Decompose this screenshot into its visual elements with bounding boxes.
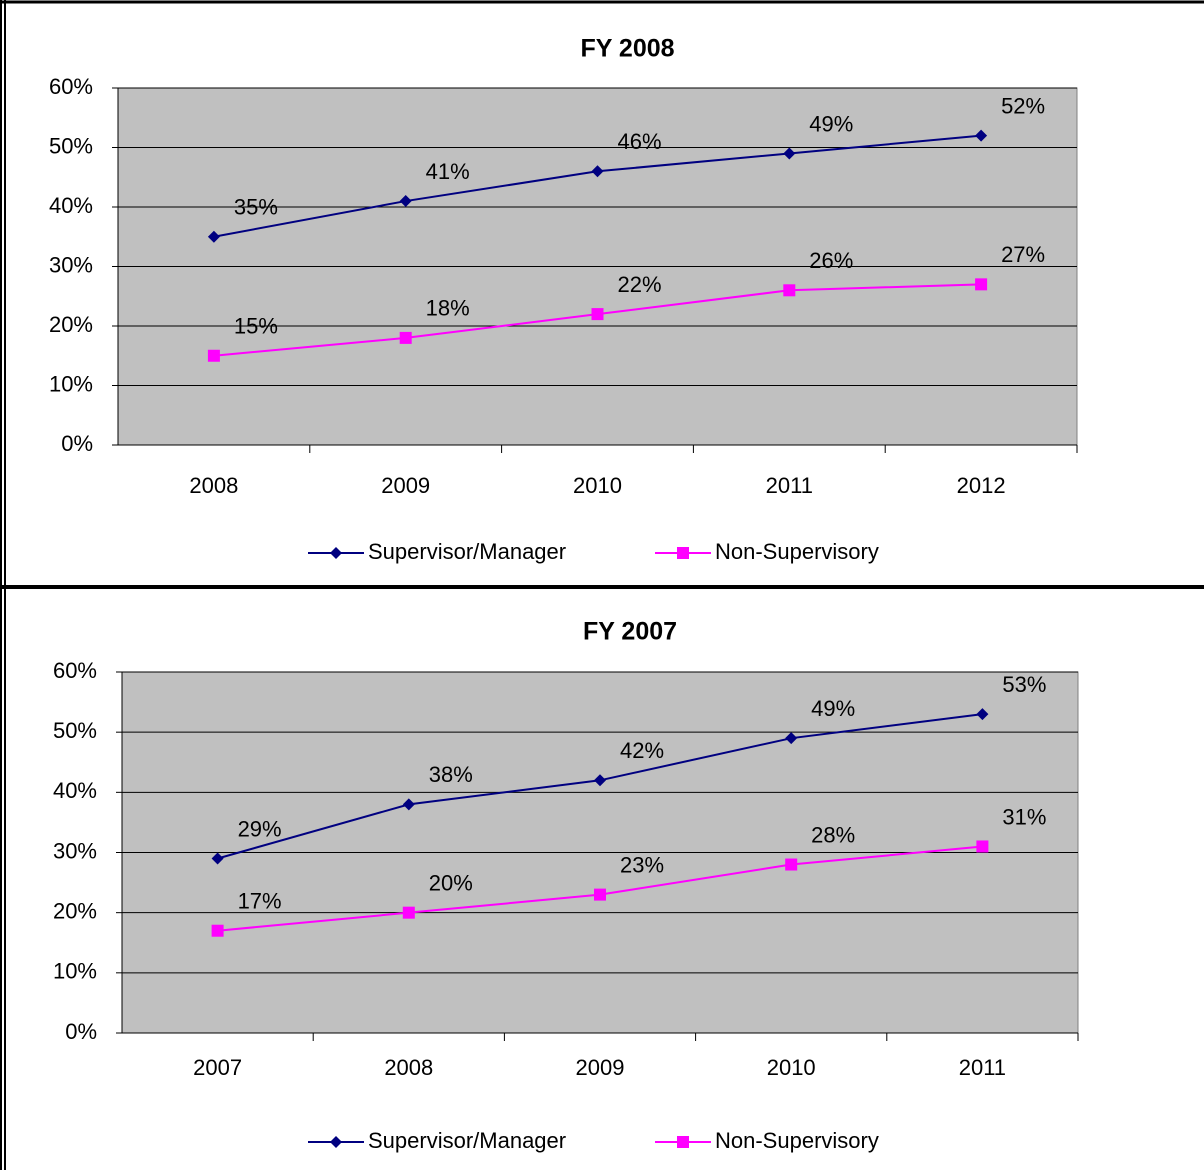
y-tick-label: 60% [53,658,97,683]
x-tick-label: 2010 [573,473,622,498]
x-tick-label: 2008 [189,473,238,498]
point [594,774,606,787]
data-label: 49% [809,111,853,136]
x-tick-label: 2009 [381,473,430,498]
data-label: 46% [617,129,661,154]
y-tick-label: 40% [49,193,93,218]
chart-title: FY 2008 [580,35,674,63]
data-label: 22% [617,272,661,297]
legend-marker [677,1136,689,1148]
x-tick-label: 2008 [384,1055,433,1080]
y-tick-label: 10% [49,371,93,396]
y-tick-label: 30% [53,838,97,863]
y-tick-label: 50% [49,133,93,158]
legend-marker [330,1136,342,1148]
point [591,165,604,178]
y-tick-label: 50% [53,718,97,743]
point [785,858,798,871]
point [399,331,412,344]
legend-label: Supervisor/Manager [368,1128,566,1153]
data-label: 41% [426,159,470,184]
y-tick-label: 30% [49,252,93,277]
point [591,308,604,321]
legend-marker [330,547,342,559]
data-label: 20% [429,870,473,895]
data-label: 53% [1002,672,1046,697]
data-label: 26% [809,248,853,273]
data-label: 23% [620,852,664,877]
data-label: 35% [234,195,278,220]
legend-label: Non-Supervisory [715,1128,879,1153]
point [207,349,220,362]
x-tick-label: 2012 [957,473,1006,498]
y-tick-label: 60% [49,74,93,99]
point [594,888,606,901]
data-label: 52% [1001,93,1045,118]
data-label: 17% [238,889,282,914]
y-tick-label: 0% [61,431,93,456]
y-tick-label: 0% [65,1019,97,1044]
point [207,230,220,243]
data-label: 28% [811,822,855,847]
x-tick-label: 2007 [193,1055,242,1080]
point [783,147,796,160]
legend-label: Non-Supervisory [715,539,879,564]
y-tick-label: 40% [53,778,97,803]
data-label: 31% [1002,804,1046,829]
x-tick-label: 2010 [767,1055,816,1080]
data-label: 49% [811,696,855,721]
point [785,732,798,745]
point [402,798,415,811]
chart-title: FY 2007 [583,618,677,646]
data-label: 38% [429,762,473,787]
y-tick-label: 20% [53,898,97,923]
data-label: 18% [426,296,470,321]
point [783,284,796,297]
data-label: 29% [238,816,282,841]
x-tick-label: 2011 [766,473,813,498]
point [976,840,989,853]
point [211,852,224,865]
legend-marker [677,547,689,559]
x-tick-label: 2011 [959,1055,1006,1080]
point [976,708,989,721]
y-tick-label: 20% [49,312,93,337]
point [975,129,988,142]
point [399,195,412,208]
legend-label: Supervisor/Manager [368,539,566,564]
y-tick-label: 10% [53,959,97,984]
point [211,924,224,937]
point [975,278,988,291]
data-label: 42% [620,738,664,763]
data-label: 27% [1001,242,1045,267]
point [402,906,415,919]
data-label: 15% [234,314,278,339]
x-tick-label: 2009 [576,1055,625,1080]
